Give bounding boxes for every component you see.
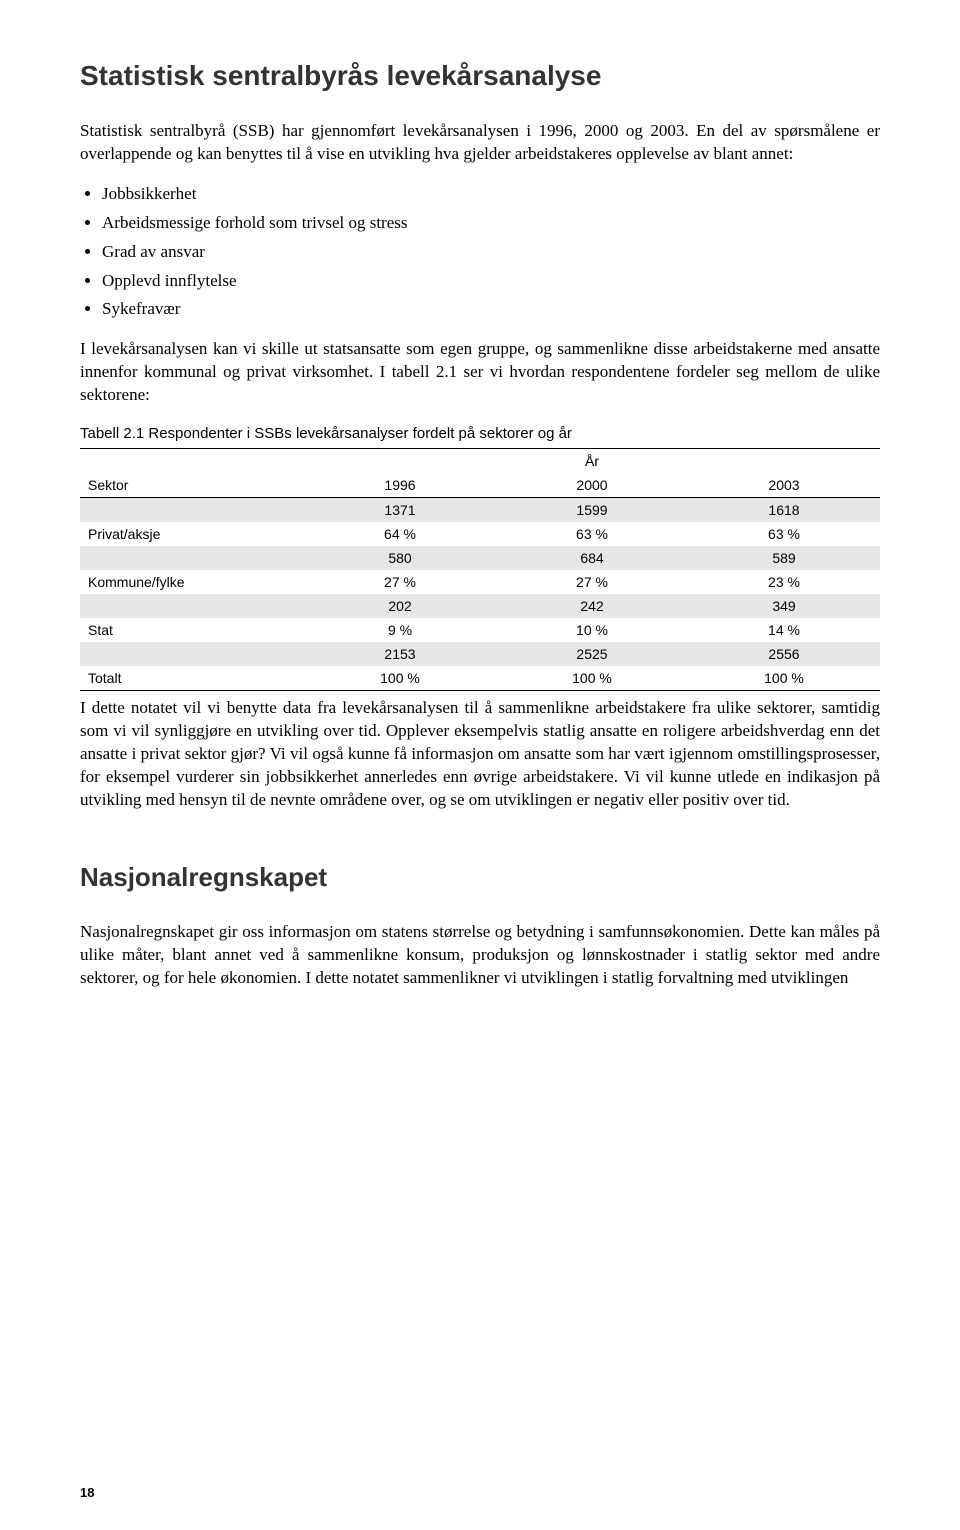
data-table: År Sektor 1996 2000 2003 1371 1599 1618 … [80,448,880,691]
table-cell: 1371 [304,498,496,523]
table-cell: 9 % [304,618,496,642]
table-year-row: År [80,449,880,474]
table-header-cell: Sektor [80,473,304,498]
table-row: 580 684 589 [80,546,880,570]
table-cell: 14 % [688,618,880,642]
table-cell: 684 [496,546,688,570]
table-cell: 100 % [496,666,688,691]
intro-paragraph: Statistisk sentralbyrå (SSB) har gjennom… [80,120,880,166]
table-cell: Privat/aksje [80,522,304,546]
table-cell: 349 [688,594,880,618]
table-cell: Kommune/fylke [80,570,304,594]
table-cell: Totalt [80,666,304,691]
section-heading: Nasjonalregnskapet [80,862,880,893]
table-cell: 27 % [304,570,496,594]
list-item: Sykefravær [102,295,880,324]
table-cell: Stat [80,618,304,642]
table-row: Totalt 100 % 100 % 100 % [80,666,880,691]
page-number: 18 [80,1485,94,1500]
table-cell: 100 % [304,666,496,691]
list-item: Arbeidsmessige forhold som trivsel og st… [102,209,880,238]
table-row: 2153 2525 2556 [80,642,880,666]
table-cell: 2556 [688,642,880,666]
table-cell: 580 [304,546,496,570]
table-cell [80,498,304,523]
table-cell: 64 % [304,522,496,546]
table-row: 202 242 349 [80,594,880,618]
table-header-cell: 2003 [688,473,880,498]
table-cell: 2525 [496,642,688,666]
table-header-row: Sektor 1996 2000 2003 [80,473,880,498]
table-caption: Tabell 2.1 Respondenter i SSBs levekårsa… [80,425,880,442]
section2-paragraph: Nasjonalregnskapet gir oss informasjon o… [80,921,880,990]
table-cell: 1618 [688,498,880,523]
table-cell [80,546,304,570]
table-cell: 1599 [496,498,688,523]
table-row: Stat 9 % 10 % 14 % [80,618,880,642]
table-cell: 202 [304,594,496,618]
page: Statistisk sentralbyrås levekårsanalyse … [0,0,960,1530]
table-cell: 23 % [688,570,880,594]
paragraph-after-list: I levekårsanalysen kan vi skille ut stat… [80,338,880,407]
table-cell: 2153 [304,642,496,666]
table-cell: 27 % [496,570,688,594]
table-year-label: År [304,449,880,474]
table-cell: 63 % [496,522,688,546]
list-item: Jobbsikkerhet [102,180,880,209]
list-item: Grad av ansvar [102,238,880,267]
paragraph-after-table: I dette notatet vil vi benytte data fra … [80,697,880,812]
table-header-cell: 2000 [496,473,688,498]
table-cell: 589 [688,546,880,570]
table-row: Kommune/fylke 27 % 27 % 23 % [80,570,880,594]
table-cell: 100 % [688,666,880,691]
table-header-cell: 1996 [304,473,496,498]
table-cell [80,594,304,618]
table-cell: 63 % [688,522,880,546]
table-row: Privat/aksje 64 % 63 % 63 % [80,522,880,546]
table-cell [80,449,304,474]
bullet-list: Jobbsikkerhet Arbeidsmessige forhold som… [80,180,880,324]
list-item: Opplevd innflytelse [102,267,880,296]
table-cell [80,642,304,666]
table-cell: 242 [496,594,688,618]
table-cell: 10 % [496,618,688,642]
main-heading: Statistisk sentralbyrås levekårsanalyse [80,60,880,92]
table-row: 1371 1599 1618 [80,498,880,523]
